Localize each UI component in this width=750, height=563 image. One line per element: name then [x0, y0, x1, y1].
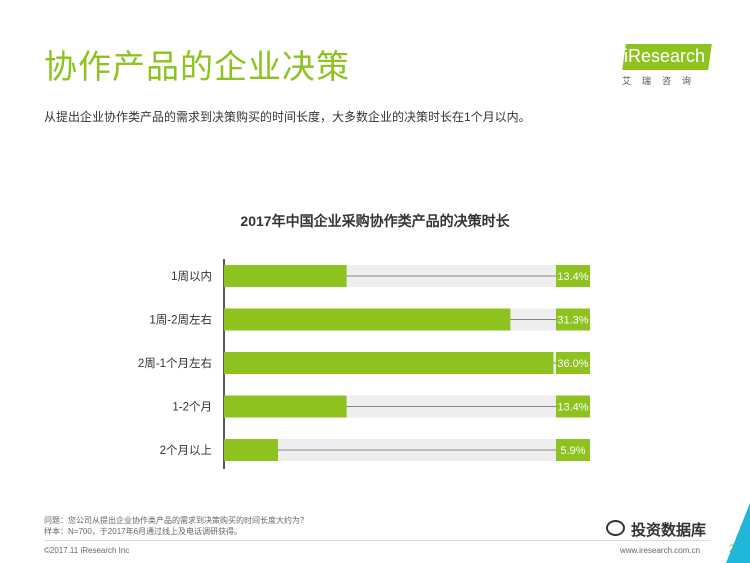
wechat-icon	[606, 520, 625, 536]
watermark: 投资数据库	[606, 519, 706, 540]
value-label-box	[556, 352, 590, 374]
page-subtitle: 从提出企业协作类产品的需求到决策购买的时间长度，大多数企业的决策时长在1个月以内…	[44, 110, 531, 124]
footer-divider	[44, 540, 710, 541]
copyright: ©2017.11 iResearch Inc	[44, 546, 130, 555]
bar-chart: 13.4% 1周以内 31.3% 1周-2周左右 36.0% 2周-1个月左右 13.4% 1…	[138, 259, 590, 469]
website-link[interactable]: www.iresearch.com.cn	[620, 546, 701, 555]
chart-title: 2017年中国企业采购协作类产品的决策时长	[240, 213, 510, 229]
footnote-sample: 样本：N=700，于2017年6月通过线上及电话调研获得。	[44, 527, 243, 536]
logo-cn-text: 艾瑞咨询	[622, 76, 703, 86]
corner-decoration	[726, 503, 750, 563]
footnote: 问题：您公司从提出企业协作类产品的需求到决策购买的时间长度大约为？ 样本：N=7…	[44, 515, 308, 537]
data-label: 13.4%	[557, 271, 588, 283]
bar	[224, 352, 554, 374]
page-title: 协作产品的企业决策	[44, 48, 350, 85]
data-label: 5.9%	[560, 445, 585, 457]
value-label-box	[556, 308, 590, 331]
iresearch-logo: iResearch 艾瑞咨询	[616, 44, 716, 88]
bar	[224, 308, 511, 331]
category-label: 2个月以上	[160, 444, 212, 457]
value-label-box	[556, 265, 590, 287]
data-label: 13.4%	[557, 402, 588, 414]
bar	[224, 439, 278, 461]
data-label: 31.3%	[557, 315, 588, 327]
footnote-question: 问题：您公司从提出企业协作类产品的需求到决策购买的时间长度大约为？	[44, 516, 308, 525]
category-label: 1-2个月	[172, 401, 212, 414]
category-label: 2周-1个月左右	[138, 356, 212, 370]
category-label: 1周以内	[171, 269, 212, 283]
watermark-text: 投资数据库	[631, 522, 707, 539]
value-label-box	[556, 395, 590, 418]
bar	[224, 265, 347, 287]
logo-text: iResearch	[624, 46, 706, 66]
value-label-box	[556, 439, 590, 461]
data-label: 36.0%	[557, 358, 588, 370]
category-label: 1周-2周左右	[149, 313, 212, 327]
bar	[224, 395, 347, 418]
